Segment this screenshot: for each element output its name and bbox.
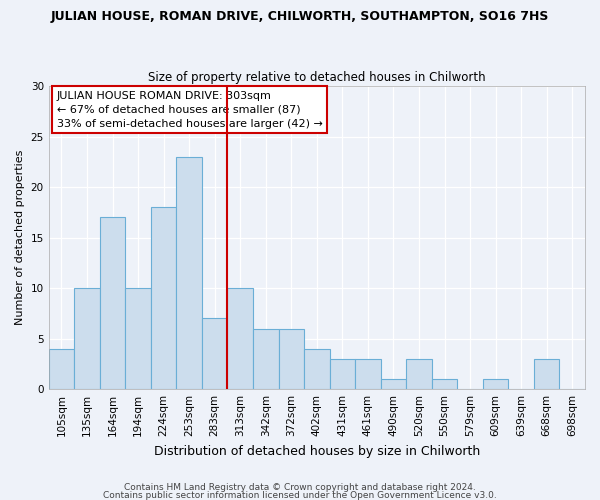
Text: JULIAN HOUSE ROMAN DRIVE: 303sqm
← 67% of detached houses are smaller (87)
33% o: JULIAN HOUSE ROMAN DRIVE: 303sqm ← 67% o… xyxy=(57,90,323,128)
Bar xyxy=(483,379,508,389)
Text: Contains HM Land Registry data © Crown copyright and database right 2024.: Contains HM Land Registry data © Crown c… xyxy=(124,484,476,492)
Bar xyxy=(380,379,406,389)
Y-axis label: Number of detached properties: Number of detached properties xyxy=(15,150,25,326)
Bar xyxy=(534,359,559,389)
Bar xyxy=(406,359,432,389)
Bar xyxy=(432,379,457,389)
Text: JULIAN HOUSE, ROMAN DRIVE, CHILWORTH, SOUTHAMPTON, SO16 7HS: JULIAN HOUSE, ROMAN DRIVE, CHILWORTH, SO… xyxy=(51,10,549,23)
Title: Size of property relative to detached houses in Chilworth: Size of property relative to detached ho… xyxy=(148,70,485,84)
Bar xyxy=(49,349,74,389)
Bar xyxy=(278,328,304,389)
Bar xyxy=(176,157,202,389)
Bar xyxy=(100,218,125,389)
Bar xyxy=(329,359,355,389)
Bar xyxy=(74,288,100,389)
Bar xyxy=(151,208,176,389)
Bar xyxy=(355,359,380,389)
Bar xyxy=(253,328,278,389)
Bar xyxy=(304,349,329,389)
Bar xyxy=(227,288,253,389)
Bar xyxy=(202,318,227,389)
X-axis label: Distribution of detached houses by size in Chilworth: Distribution of detached houses by size … xyxy=(154,444,480,458)
Text: Contains public sector information licensed under the Open Government Licence v3: Contains public sector information licen… xyxy=(103,490,497,500)
Bar xyxy=(125,288,151,389)
